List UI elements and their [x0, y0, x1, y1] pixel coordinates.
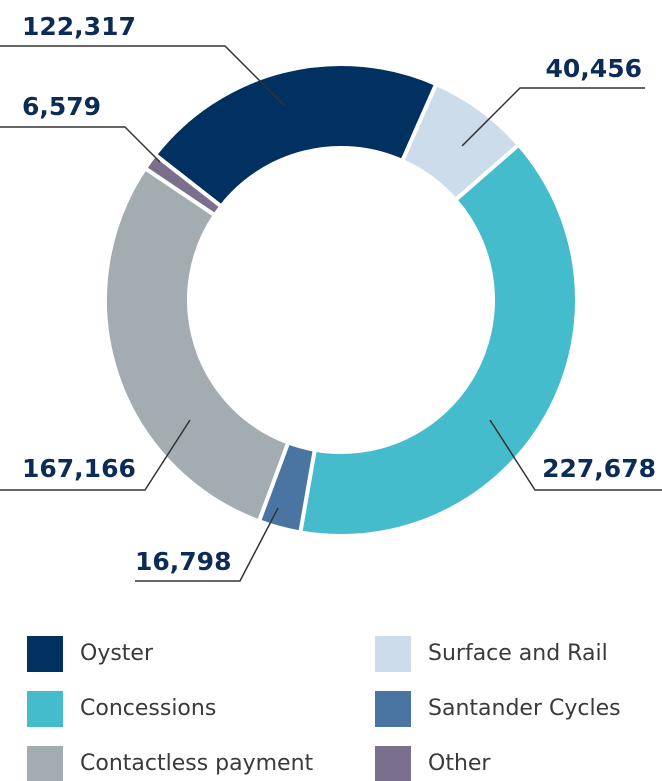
value-label: 227,678	[542, 454, 656, 483]
leader-line	[461, 87, 645, 147]
leader-line	[489, 419, 662, 491]
legend-swatch	[27, 691, 63, 727]
legend-swatch	[27, 746, 63, 781]
donut-segment	[142, 151, 225, 218]
value-label: 16,798	[135, 547, 231, 576]
legend-swatch	[27, 636, 63, 672]
donut-segment	[297, 141, 579, 538]
value-label: 167,166	[22, 454, 136, 483]
leader-line	[0, 45, 286, 107]
legend-label: Surface and Rail	[428, 641, 608, 666]
legend-label: Other	[428, 751, 491, 776]
donut-segment	[152, 62, 439, 210]
legend-swatch	[375, 636, 411, 672]
leader-line	[0, 126, 161, 163]
leader-line	[0, 419, 191, 491]
legend-swatch	[375, 746, 411, 781]
value-label: 40,456	[546, 54, 642, 83]
legend-label: Santander Cycles	[428, 696, 621, 721]
legend-swatch	[375, 691, 411, 727]
legend-label: Contactless payment	[80, 751, 314, 776]
legend-label: Concessions	[80, 696, 216, 721]
value-label: 122,317	[22, 12, 136, 41]
leader-line	[135, 507, 279, 582]
donut-segment	[103, 165, 291, 524]
value-label: 6,579	[22, 92, 101, 121]
legend-label: Oyster	[80, 641, 154, 666]
